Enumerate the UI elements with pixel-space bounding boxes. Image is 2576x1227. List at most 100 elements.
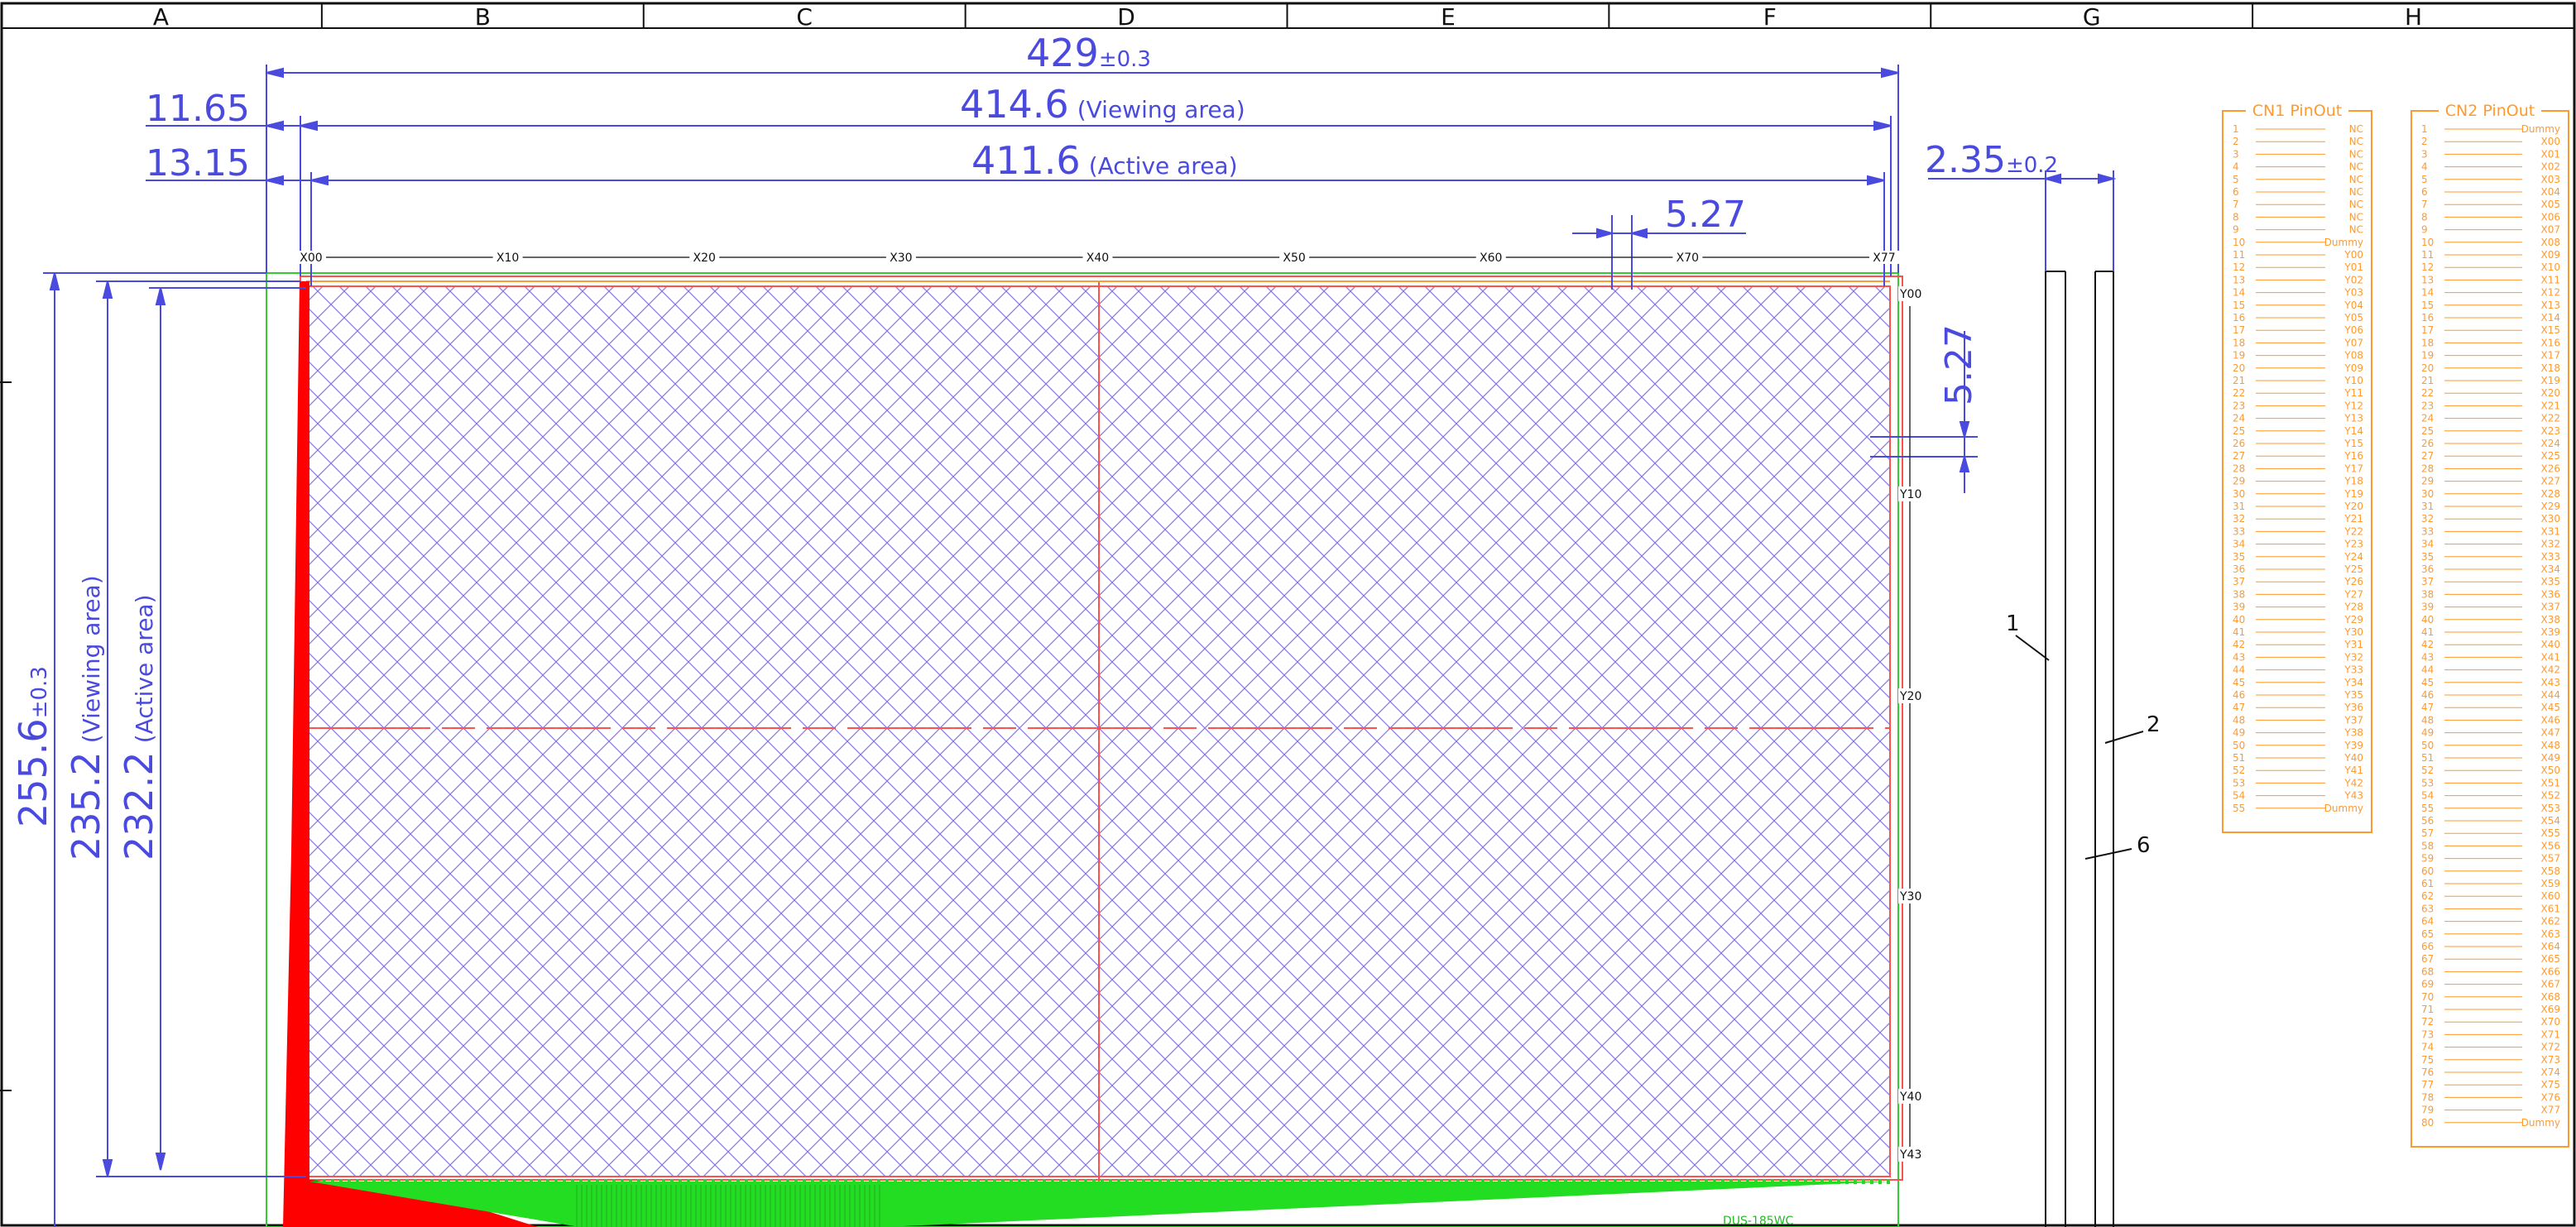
cn2-pin-number: 61 bbox=[2421, 878, 2434, 889]
cn2-pin-number: 57 bbox=[2421, 827, 2434, 839]
cn1-pin-signal: Y18 bbox=[2343, 476, 2363, 487]
cn1-pin-number: 38 bbox=[2233, 588, 2245, 600]
cn2-pin-signal: X31 bbox=[2541, 525, 2561, 537]
cn2-pinout-table: CN2 PinOut 1 Dummy 2 X00 3 X01 4 X02 5 X03 6 X04 7 X05… bbox=[2411, 101, 2569, 1148]
y-channel-label: Y10 bbox=[1899, 488, 1921, 501]
cn1-pin-signal: Y09 bbox=[2343, 362, 2363, 374]
cn1-pin-signal: Y15 bbox=[2343, 438, 2363, 449]
cn1-pin-signal: NC bbox=[2349, 174, 2363, 185]
active-width-label: 411.6 (Active area) bbox=[971, 138, 1238, 183]
cn2-pin-signal: X12 bbox=[2541, 287, 2561, 299]
cn1-pin-signal: Y38 bbox=[2343, 727, 2363, 739]
cn1-pin-number: 35 bbox=[2233, 551, 2245, 563]
cn1-pin-number: 20 bbox=[2233, 362, 2245, 374]
cn2-pin-number: 71 bbox=[2421, 1004, 2434, 1015]
cn2-pin-number: 73 bbox=[2421, 1028, 2434, 1040]
cn2-pin-number: 8 bbox=[2421, 211, 2428, 223]
callout-6: 6 bbox=[2137, 833, 2151, 858]
cn2-pin-number: 40 bbox=[2421, 614, 2434, 625]
arrow bbox=[1959, 421, 1970, 440]
x-channel-label: X70 bbox=[1677, 252, 1699, 265]
cn2-pin-number: 1 bbox=[2421, 123, 2428, 135]
cn2-pin-number: 29 bbox=[2421, 476, 2434, 487]
cn2-pin-signal: X60 bbox=[2541, 890, 2561, 902]
cn1-pin-number: 1 bbox=[2233, 123, 2239, 135]
cn2-title: CN2 PinOut bbox=[2445, 102, 2535, 120]
x-channel-bg bbox=[885, 251, 916, 264]
cn2-pin-signal: X67 bbox=[2541, 979, 2561, 990]
cn1-pin-number: 37 bbox=[2233, 576, 2245, 587]
cn1-pin-number: 16 bbox=[2233, 312, 2245, 324]
cn2-pin-number: 39 bbox=[2421, 602, 2434, 613]
cn2-pin-number: 18 bbox=[2421, 337, 2434, 348]
cn2-pin-number: 65 bbox=[2421, 928, 2434, 940]
cn1-pin-number: 49 bbox=[2233, 727, 2245, 739]
cn2-pin-signal: X58 bbox=[2541, 865, 2561, 877]
cn1-pin-number: 44 bbox=[2233, 664, 2245, 676]
cn1-pin-signal: Y35 bbox=[2343, 689, 2363, 701]
cn2-pin-number: 33 bbox=[2421, 525, 2434, 537]
cn2-pin-signal: X36 bbox=[2541, 588, 2561, 600]
callout-labels: 1 2 6 bbox=[2006, 611, 2161, 858]
cn2-pin-signal: X50 bbox=[2541, 764, 2561, 776]
cn2-pin-signal: X54 bbox=[2541, 815, 2561, 827]
arrow bbox=[49, 272, 60, 290]
cn1-pin-signal: Y34 bbox=[2343, 677, 2363, 688]
cn2-pin-signal: X03 bbox=[2541, 174, 2561, 185]
column-label-b: B bbox=[475, 3, 491, 31]
overall-width-label: 429±0.3 bbox=[1026, 31, 1151, 75]
cn2-pin-number: 50 bbox=[2421, 740, 2434, 751]
cn1-pin-number: 3 bbox=[2233, 148, 2239, 160]
arrow bbox=[2042, 173, 2061, 185]
cn2-pin-number: 75 bbox=[2421, 1054, 2434, 1066]
cn1-pin-number: 46 bbox=[2233, 689, 2245, 701]
cn2-pin-signal: Dummy bbox=[2521, 1117, 2560, 1129]
cn2-pin-signal: X29 bbox=[2541, 501, 2561, 512]
cn2-pin-number: 55 bbox=[2421, 803, 2434, 814]
cn1-pin-signal: Y06 bbox=[2343, 324, 2363, 336]
cn1-pin-number: 50 bbox=[2233, 740, 2245, 751]
cn2-pin-number: 13 bbox=[2421, 274, 2434, 285]
cn2-pin-signal: X41 bbox=[2541, 651, 2561, 663]
cn2-pin-number: 49 bbox=[2421, 727, 2434, 739]
cn1-pin-number: 25 bbox=[2233, 425, 2245, 437]
arrow bbox=[1873, 120, 1892, 132]
cn2-pin-number: 28 bbox=[2421, 463, 2434, 474]
cn2-pin-number: 31 bbox=[2421, 501, 2434, 512]
cn2-pin-number: 15 bbox=[2421, 300, 2434, 311]
cn2-pin-signal: X18 bbox=[2541, 362, 2561, 374]
cn2-pin-signal: X62 bbox=[2541, 916, 2561, 927]
cn2-pin-number: 47 bbox=[2421, 702, 2434, 713]
cn1-pin-signal: NC bbox=[2349, 211, 2363, 223]
column-label-e: E bbox=[1441, 3, 1456, 31]
cn2-pin-number: 30 bbox=[2421, 488, 2434, 500]
cn1-pin-number: 55 bbox=[2233, 803, 2245, 814]
arrow bbox=[266, 175, 284, 186]
cn1-pin-number: 42 bbox=[2233, 639, 2245, 650]
x-channel-labels: X00 X10 X20 X30 X40 X50 X60 X70 X77 bbox=[296, 251, 1899, 265]
overall-height-label: 255.6±0.3 bbox=[11, 666, 55, 827]
cn2-pin-number: 52 bbox=[2421, 764, 2434, 776]
cn2-pin-number: 2 bbox=[2421, 136, 2428, 147]
cn2-pin-number: 36 bbox=[2421, 563, 2434, 575]
cn1-title: CN1 PinOut bbox=[2252, 102, 2342, 120]
cn2-pin-number: 72 bbox=[2421, 1016, 2434, 1028]
cn2-pin-number: 21 bbox=[2421, 375, 2434, 386]
cn1-pin-signal: Y33 bbox=[2343, 664, 2363, 676]
cn2-pin-number: 66 bbox=[2421, 941, 2434, 952]
cn2-pin-signal: X15 bbox=[2541, 324, 2561, 336]
arrow bbox=[266, 67, 284, 79]
cn2-pin-number: 64 bbox=[2421, 916, 2434, 927]
cn2-pin-number: 20 bbox=[2421, 362, 2434, 374]
cn1-pin-number: 43 bbox=[2233, 651, 2245, 663]
x-channel-label: X40 bbox=[1087, 252, 1109, 265]
callout-leader-2 bbox=[2104, 731, 2144, 744]
cn2-pin-signal: X04 bbox=[2541, 186, 2561, 198]
cn1-pin-number: 32 bbox=[2233, 513, 2245, 525]
cn2-pin-signal: X09 bbox=[2541, 249, 2561, 261]
cn2-pin-signal: X47 bbox=[2541, 727, 2561, 739]
cn2-pin-number: 69 bbox=[2421, 979, 2434, 990]
arrow bbox=[102, 280, 113, 299]
